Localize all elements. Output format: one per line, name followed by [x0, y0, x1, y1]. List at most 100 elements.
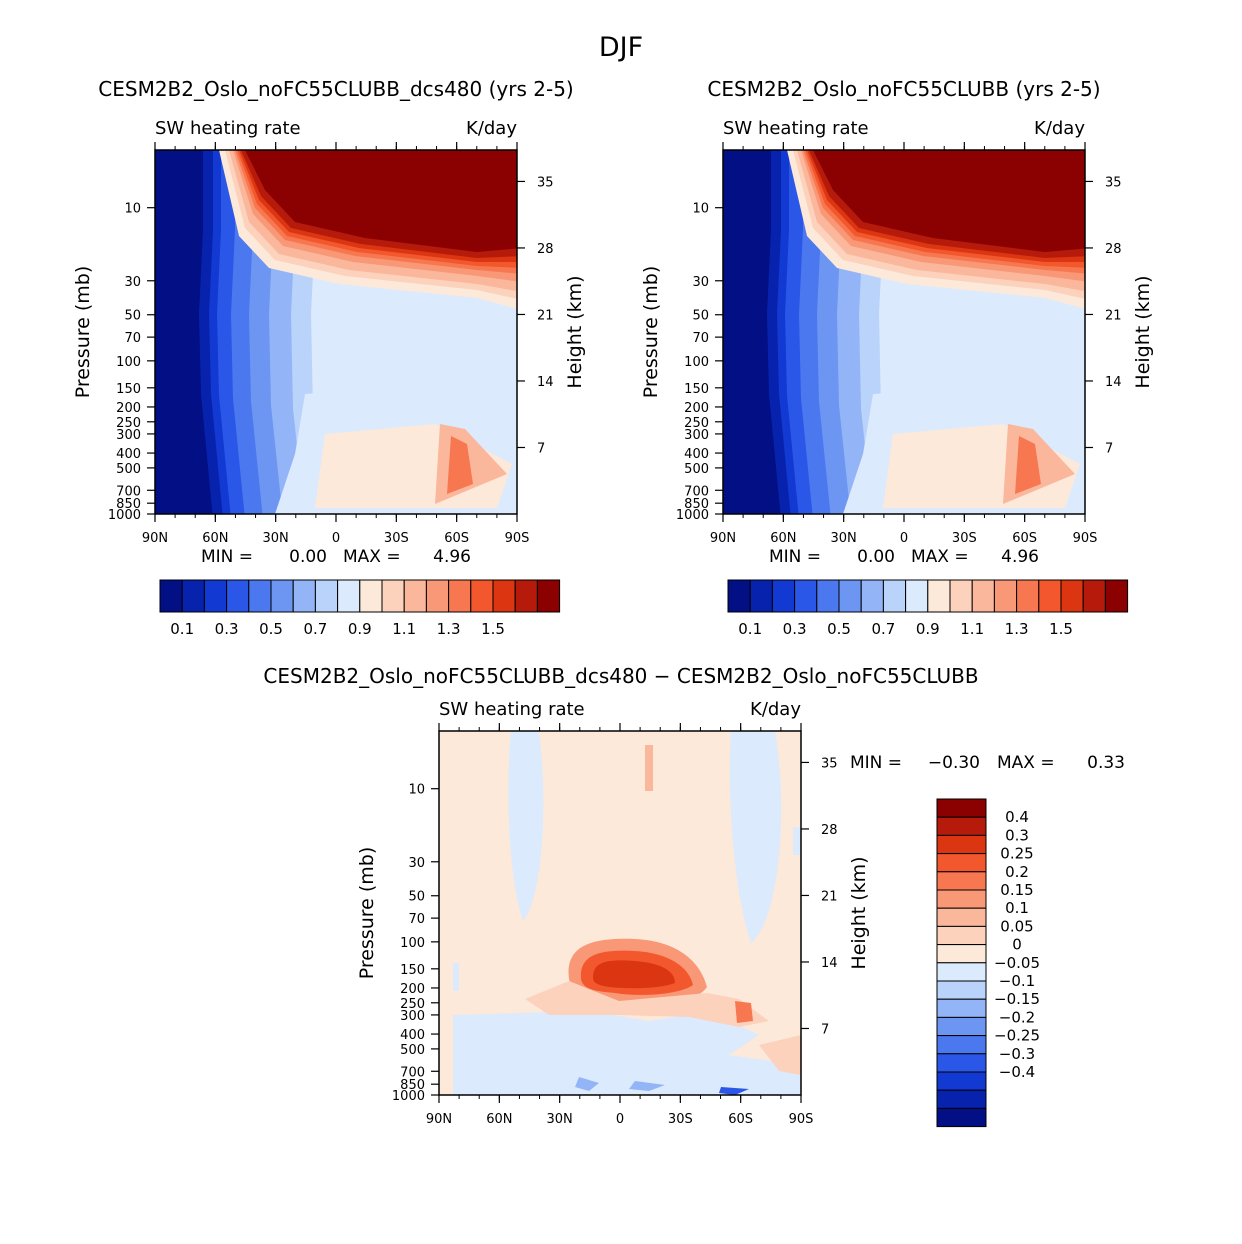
colorbar-box	[292, 579, 316, 613]
fill-pos-tail	[525, 981, 769, 1027]
y-axis-label-right: Height (km)	[1132, 275, 1154, 388]
colorbar-box	[727, 579, 751, 613]
y-tick-label: 10	[692, 202, 709, 217]
colorbar-box	[936, 834, 987, 855]
y-tick-label: 50	[408, 890, 425, 905]
x-tick-label: 90N	[710, 531, 736, 546]
y-tick-label: 10	[124, 202, 141, 217]
colorbar-box	[359, 579, 383, 613]
y-tick-label: 850	[400, 1078, 425, 1093]
y-right-tick-label: 35	[821, 756, 838, 771]
y-right-tick-label: 21	[1105, 308, 1122, 323]
max-value: 0.33	[1087, 753, 1125, 773]
max-label: MAX =	[343, 547, 401, 567]
colorbar-label: 0.4	[1005, 808, 1029, 826]
fill-neg-low	[453, 1011, 801, 1095]
colorbar-label: 1.3	[1005, 620, 1029, 638]
colorbar-box	[936, 925, 987, 946]
contour-fill	[439, 731, 801, 1095]
y-right-tick-label: 35	[537, 175, 554, 190]
x-tick-label: 30S	[668, 1112, 693, 1127]
colorbar-label: 0.05	[1000, 917, 1033, 935]
y-tick-label: 850	[684, 497, 709, 512]
colorbar-box	[337, 579, 361, 613]
colorbar-difference: 0.40.30.250.20.150.10.050−0.05−0.1−0.15−…	[936, 798, 1040, 1128]
fill-neg-column-1	[508, 731, 544, 921]
colorbar-box	[794, 579, 818, 613]
colorbar-label: 0	[1012, 936, 1022, 954]
colorbar-box	[936, 1053, 987, 1073]
x-tick-label: 60S	[1012, 531, 1037, 546]
colorbar-box	[927, 579, 951, 613]
colorbar-label: 0.3	[783, 620, 807, 638]
colorbar-box	[936, 816, 987, 836]
fill-neg-spot-2	[629, 1081, 665, 1091]
y-tick-label: 400	[116, 447, 141, 462]
y-tick-label: 150	[684, 382, 709, 397]
colorbar-box	[181, 579, 205, 613]
y-right-tick-label: 7	[1105, 441, 1113, 456]
y-right-tick-label: 35	[1105, 175, 1122, 190]
colorbar-box	[1038, 579, 1062, 613]
colorbar-label: −0.4	[999, 1063, 1035, 1081]
colorbar-box	[936, 1071, 987, 1091]
colorbar-box	[771, 579, 796, 613]
colorbar-label: 0.15	[1000, 881, 1033, 899]
fill-neg-column-2	[729, 731, 782, 943]
x-tick-label: 30S	[384, 531, 409, 546]
colorbar-box	[936, 980, 987, 1000]
y-tick-label: 700	[400, 1065, 425, 1080]
colorbar-box	[882, 579, 907, 613]
colorbar-box	[936, 853, 987, 873]
colorbar-label: −0.05	[994, 954, 1040, 972]
colorbar-label: 0.1	[738, 620, 762, 638]
x-tick-label: 90S	[1073, 531, 1098, 546]
colorbar-label: −0.3	[999, 1045, 1035, 1063]
colorbar-box	[425, 579, 450, 613]
colorbar-box	[936, 1016, 987, 1037]
subtitle-left: SW heating rate	[439, 699, 585, 720]
y-right-tick-label: 7	[821, 1022, 829, 1037]
y-right-tick-label: 14	[1105, 375, 1122, 390]
y-tick-label: 100	[116, 355, 141, 370]
colorbar-box	[1060, 579, 1084, 613]
min-value: −0.30	[928, 753, 980, 773]
contour-fill	[155, 150, 517, 514]
y-tick-label: 150	[400, 963, 425, 978]
colorbar-label: 0.1	[170, 620, 194, 638]
y-tick-label: 50	[124, 309, 141, 324]
y-tick-label: 150	[116, 382, 141, 397]
y-tick-label: 250	[116, 416, 141, 431]
fill-neg-spot-3	[719, 1087, 749, 1095]
colorbar-box	[936, 1035, 987, 1055]
colorbar-box	[226, 579, 250, 613]
x-tick-label: 90N	[142, 531, 168, 546]
colorbar-box	[936, 907, 987, 927]
panel-title: CESM2B2_Oslo_noFC55CLUBB (yrs 2-5)	[707, 77, 1100, 101]
colorbar-box	[971, 579, 995, 613]
colorbar-box	[314, 579, 339, 613]
colorbar-box	[470, 579, 494, 613]
y-right-tick-label: 21	[537, 308, 554, 323]
colorbar-box	[936, 962, 987, 982]
fill-pos-low	[759, 1035, 801, 1075]
colorbar-box	[936, 889, 987, 909]
y-tick-label: 100	[684, 355, 709, 370]
colorbar-dcs480: 0.1 0.3 0.5 0.7 0.9 1.1 1.3 1.5	[159, 579, 561, 638]
colorbar-label: 1.3	[437, 620, 461, 638]
y-tick-label: 400	[684, 447, 709, 462]
fill-neg-spot-1	[575, 1077, 599, 1091]
y-tick-label: 70	[124, 331, 141, 346]
x-tick-label: 90S	[789, 1112, 814, 1127]
contour-fill	[723, 150, 1085, 514]
colorbar-box	[936, 871, 987, 891]
y-tick-label: 500	[400, 1043, 425, 1058]
y-tick-label: 1000	[108, 508, 141, 523]
y-tick-label: 200	[684, 401, 709, 416]
x-tick-label: 60S	[728, 1112, 753, 1127]
colorbar-box	[381, 579, 405, 613]
colorbar-box	[860, 579, 884, 613]
colorbar-box	[403, 579, 427, 613]
y-tick-label: 700	[684, 484, 709, 499]
colorbar-box	[838, 579, 862, 613]
